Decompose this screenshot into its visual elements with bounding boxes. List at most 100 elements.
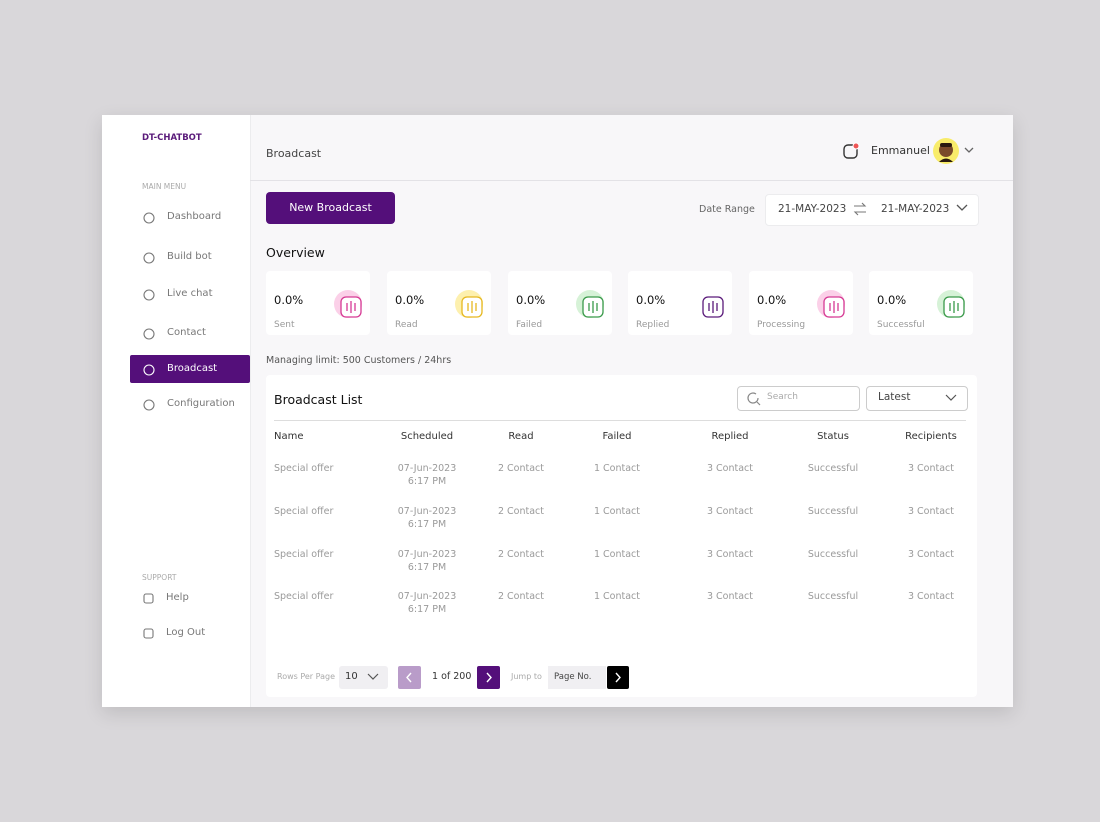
page-title: Broadcast <box>266 147 322 160</box>
column-header: Failed <box>602 431 632 442</box>
stat-value: 0.0% <box>636 293 666 307</box>
column-header: Recipients <box>905 431 957 442</box>
sort-chevron <box>945 394 957 401</box>
active-menu-bg <box>130 355 250 383</box>
stat-icon <box>817 290 845 318</box>
table-cell: Successful <box>807 506 859 517</box>
header-divider <box>250 180 1013 181</box>
menu-item[interactable]: Build bot <box>167 251 212 262</box>
table-cell: 3 Contact <box>907 591 955 602</box>
page-input-placeholder: Page No. <box>554 672 592 682</box>
table-cell: 07-Jun-2023 <box>397 463 457 474</box>
table-cell: Special offer <box>274 506 334 517</box>
jump-button[interactable] <box>607 666 629 689</box>
user-name: Emmanuel <box>871 144 930 157</box>
column-header: Read <box>508 431 534 442</box>
stat-icon <box>455 290 483 318</box>
support-icon <box>143 593 154 604</box>
table-cell: 3 Contact <box>706 463 754 474</box>
table-cell: 2 Contact <box>497 591 545 602</box>
list-divider <box>274 420 966 421</box>
stat-label: Successful <box>877 320 925 330</box>
stat-icon <box>334 290 362 318</box>
menu-icon <box>143 364 155 376</box>
support-icon <box>143 628 154 639</box>
menu-item[interactable]: Broadcast <box>167 363 218 374</box>
date-from: 21-MAY-2023 <box>778 203 847 215</box>
list-title: Broadcast List <box>274 392 363 407</box>
column-header: Replied <box>711 431 749 442</box>
page-input[interactable] <box>548 666 606 689</box>
user-menu[interactable] <box>932 137 978 165</box>
menu-item[interactable]: Live chat <box>167 288 213 299</box>
stat-icon <box>576 290 604 318</box>
stat-value: 0.0% <box>274 293 304 307</box>
table-cell: Special offer <box>274 463 334 474</box>
date-chevron <box>956 204 968 211</box>
column-header: Status <box>817 431 849 442</box>
menu-icon <box>143 252 155 264</box>
stat-value: 0.0% <box>516 293 546 307</box>
search-box[interactable] <box>737 386 860 411</box>
table-cell: 3 Contact <box>907 506 955 517</box>
table-cell: 1 Contact <box>593 591 641 602</box>
table-cell: Successful <box>807 591 859 602</box>
stat-value: 0.0% <box>757 293 787 307</box>
column-header: Scheduled <box>400 431 454 442</box>
menu-icon <box>143 399 155 411</box>
notification-icon[interactable] <box>842 142 860 160</box>
new-broadcast-button[interactable]: New Broadcast <box>266 192 395 224</box>
date-range-picker[interactable] <box>765 194 979 226</box>
search-icon <box>747 392 761 406</box>
menu-icon <box>143 289 155 301</box>
menu-item[interactable]: Dashboard <box>167 211 222 222</box>
menu-item[interactable]: Contact <box>167 327 206 338</box>
stat-value: 0.0% <box>395 293 425 307</box>
date-range-label: Date Range <box>699 204 755 215</box>
stat-label: Sent <box>274 320 295 330</box>
table-cell: 1 Contact <box>593 506 641 517</box>
table-cell: Successful <box>807 549 859 560</box>
sort-dropdown[interactable] <box>866 386 968 411</box>
table-cell: 6:17 PM <box>407 476 447 487</box>
prev-page-button[interactable] <box>398 666 421 689</box>
date-to: 21-MAY-2023 <box>881 203 950 215</box>
table-cell: 07-Jun-2023 <box>397 591 457 602</box>
table-cell: 6:17 PM <box>407 562 447 573</box>
table-cell: 6:17 PM <box>407 519 447 530</box>
table-cell: Special offer <box>274 549 334 560</box>
stat-label: Replied <box>636 320 670 330</box>
support-item[interactable]: Log Out <box>166 627 206 638</box>
sort-value: Latest <box>878 391 911 403</box>
rows-per-page-select[interactable] <box>339 666 388 689</box>
table-cell: 6:17 PM <box>407 604 447 615</box>
stat-label: Processing <box>757 320 806 330</box>
next-page-button[interactable] <box>477 666 500 689</box>
rows-per-page-label: Rows Per Page <box>277 672 336 681</box>
jump-label: Jump to <box>511 672 542 681</box>
table-cell: 1 Contact <box>593 463 641 474</box>
rows-per-page-value: 10 <box>345 671 358 682</box>
table-cell: Special offer <box>274 591 334 602</box>
swap-icon <box>853 202 867 216</box>
table-cell: 3 Contact <box>706 591 754 602</box>
sidebar <box>102 115 251 707</box>
broadcast-list-panel <box>266 375 977 697</box>
table-cell: 2 Contact <box>497 549 545 560</box>
table-cell: Successful <box>807 463 859 474</box>
search-placeholder: Search <box>767 392 798 402</box>
table-cell: 3 Contact <box>706 549 754 560</box>
rows-chevron <box>367 673 379 680</box>
brand: DT-CHATBOT <box>142 133 202 143</box>
menu-item[interactable]: Configuration <box>167 398 235 409</box>
table-cell: 3 Contact <box>907 549 955 560</box>
main-menu-label: MAIN MENU <box>142 182 187 191</box>
support-item[interactable]: Help <box>166 592 189 603</box>
table-cell: 07-Jun-2023 <box>397 549 457 560</box>
managing-limit: Managing limit: 500 Customers / 24hrs <box>266 355 452 366</box>
table-cell: 3 Contact <box>706 506 754 517</box>
overview-title: Overview <box>266 245 325 260</box>
stat-icon <box>937 290 965 318</box>
stat-value: 0.0% <box>877 293 907 307</box>
